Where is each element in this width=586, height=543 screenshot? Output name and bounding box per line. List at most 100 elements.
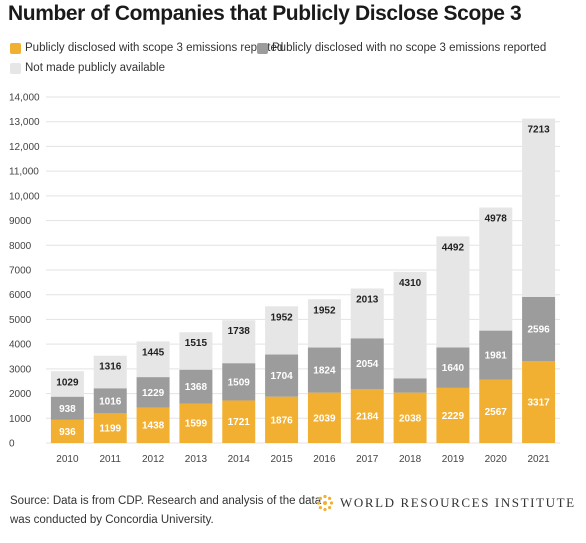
y-tick-label: 5000 xyxy=(9,315,32,326)
data-label-scope3: 1199 xyxy=(99,424,121,435)
y-tick-label: 13,000 xyxy=(9,117,40,128)
x-tick-label: 2014 xyxy=(228,454,251,465)
data-label-noscope3: 1704 xyxy=(270,371,293,382)
legend-swatch-scope3 xyxy=(10,42,21,54)
bar-noscope3 xyxy=(179,369,213,404)
data-label-notavail: 7213 xyxy=(527,125,550,136)
legend-swatch-noscope3 xyxy=(257,42,268,54)
chart-title: Number of Companies that Publicly Disclo… xyxy=(8,2,522,25)
bar-scope3 xyxy=(93,413,127,443)
data-label-noscope3: 1824 xyxy=(313,366,336,377)
y-tick-label: 11,000 xyxy=(9,167,39,178)
bar-noscope3 xyxy=(93,388,127,414)
bar-noscope3 xyxy=(436,347,470,388)
bar-notavail xyxy=(393,271,427,379)
bar-scope3 xyxy=(222,400,256,443)
bar-scope3 xyxy=(479,379,513,443)
x-tick-label: 2012 xyxy=(142,454,165,465)
y-tick-label: 1000 xyxy=(9,414,32,425)
data-label-notavail: 1952 xyxy=(313,305,336,316)
data-label-notavail: 1738 xyxy=(228,326,251,337)
bar-notavail xyxy=(307,299,341,348)
bar-notavail xyxy=(350,288,384,339)
data-label-noscope3: 1509 xyxy=(228,377,251,388)
bar-scope3 xyxy=(179,403,213,443)
bar-scope3 xyxy=(307,392,341,443)
data-label-scope3: 1721 xyxy=(228,417,251,428)
data-label-notavail: 1029 xyxy=(56,377,79,388)
y-tick-label: 7000 xyxy=(9,266,32,277)
data-label-scope3: 1599 xyxy=(185,419,208,430)
legend-item-noscope3: Publicly disclosed with no scope 3 emiss… xyxy=(257,42,546,54)
data-label-notavail: 1316 xyxy=(99,362,122,373)
x-tick-label: 2010 xyxy=(56,454,79,465)
legend-label-notavail: Not made publicly available xyxy=(25,62,165,74)
bar-notavail xyxy=(222,320,256,364)
wri-logo-icon xyxy=(316,494,334,512)
brand: WORLD RESOURCES INSTITUTE xyxy=(316,494,576,512)
x-tick-label: 2020 xyxy=(485,454,508,465)
bar-notavail xyxy=(479,207,513,331)
bar-notavail xyxy=(522,118,556,297)
x-tick-label: 2017 xyxy=(356,454,379,465)
bar-notavail xyxy=(93,355,127,389)
y-tick-label: 6000 xyxy=(9,290,32,301)
bar-noscope3 xyxy=(136,377,170,408)
y-tick-label: 2000 xyxy=(9,389,32,400)
y-tick-label: 12,000 xyxy=(9,142,40,153)
y-tick-label: 4000 xyxy=(9,340,32,351)
data-label-noscope3: 1016 xyxy=(99,396,122,407)
data-label-scope3: 2038 xyxy=(399,413,422,424)
data-label-noscope3: 2596 xyxy=(527,324,550,335)
x-tick-label: 2011 xyxy=(99,454,121,465)
data-label-scope3: 1438 xyxy=(142,421,165,432)
x-tick-label: 2019 xyxy=(442,454,465,465)
data-label-notavail: 4492 xyxy=(442,242,465,253)
bar-notavail xyxy=(50,371,84,397)
legend-swatch-notavail xyxy=(10,62,21,74)
legend-label-noscope3: Publicly disclosed with no scope 3 emiss… xyxy=(272,42,547,54)
data-label-noscope3: 1229 xyxy=(142,388,165,399)
bar-scope3 xyxy=(136,407,170,443)
bar-noscope3 xyxy=(479,330,513,380)
legend-item-notavail: Not made publicly available xyxy=(10,62,165,74)
bar-notavail xyxy=(136,341,170,378)
bar-notavail xyxy=(436,236,470,348)
x-tick-label: 2018 xyxy=(399,454,422,465)
bar-noscope3 xyxy=(307,347,341,393)
data-label-notavail: 1515 xyxy=(185,338,208,349)
bar-noscope3 xyxy=(222,363,256,401)
bar-notavail xyxy=(265,306,299,355)
bar-notavail xyxy=(179,332,213,370)
data-label-notavail: 1952 xyxy=(270,312,293,323)
data-label-notavail: 1445 xyxy=(142,347,165,358)
bar-scope3 xyxy=(522,361,556,443)
data-label-notavail: 2013 xyxy=(356,295,379,306)
x-tick-label: 2013 xyxy=(185,454,208,465)
bar-noscope3 xyxy=(522,296,556,362)
data-label-scope3: 1876 xyxy=(270,415,293,426)
data-label-scope3: 2039 xyxy=(313,413,336,424)
stacked-bar-chart: 0 1000 2000 3000 4000 5000 6000 7000 8000 9000 10,… xyxy=(9,93,560,465)
y-tick-label: 8000 xyxy=(9,241,32,252)
legend-label-scope3: Publicly disclosed with scope 3 emission… xyxy=(25,42,284,54)
bar-noscope3 xyxy=(50,396,84,420)
bar-scope3 xyxy=(436,387,470,443)
y-tick-label: 10,000 xyxy=(9,191,40,202)
source-note: Source: Data is from CDP. Research and a… xyxy=(10,495,322,526)
legend-item-scope3: Publicly disclosed with scope 3 emission… xyxy=(10,42,283,54)
data-label-scope3: 2184 xyxy=(356,412,379,423)
bar-noscope3 xyxy=(265,354,299,397)
data-label-noscope3: 1640 xyxy=(442,363,465,374)
data-label-notavail: 4978 xyxy=(485,214,508,225)
y-tick-label: 3000 xyxy=(9,364,32,375)
bar-scope3 xyxy=(50,419,84,443)
y-tick-label: 0 xyxy=(9,439,15,450)
x-tick-label: 2021 xyxy=(527,454,550,465)
data-label-scope3: 2229 xyxy=(442,411,465,422)
bar-scope3 xyxy=(265,396,299,443)
data-label-notavail: 4310 xyxy=(399,278,422,289)
y-tick-label: 14,000 xyxy=(9,93,40,104)
data-label-scope3: 3317 xyxy=(527,398,550,409)
x-tick-label: 2015 xyxy=(270,454,293,465)
